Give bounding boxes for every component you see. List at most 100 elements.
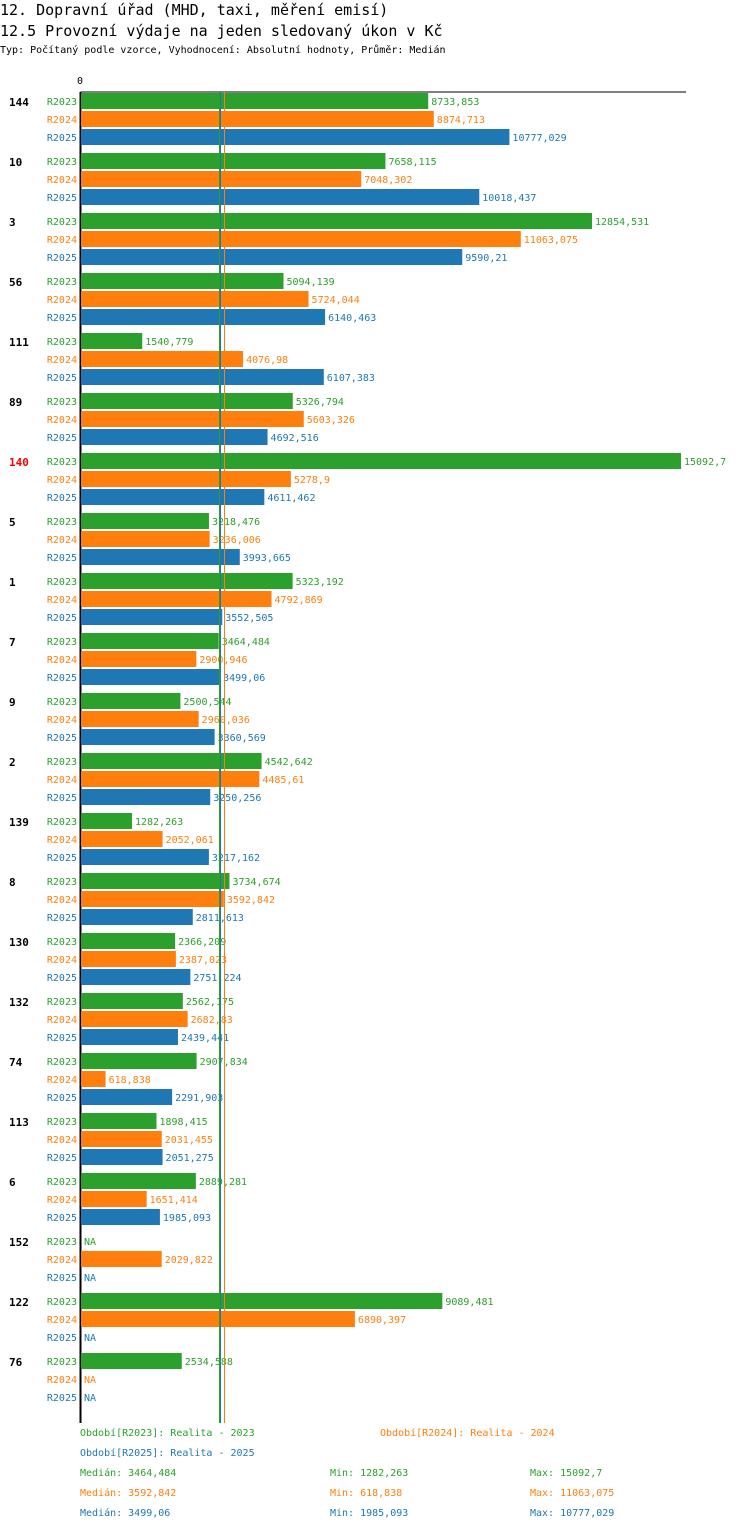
legend-r2024: Období[R2024]: Realita - 2024 xyxy=(380,1428,555,1439)
value-label: 2907,834 xyxy=(200,1057,248,1068)
bar xyxy=(81,189,480,205)
series-label: R2025 xyxy=(47,373,77,384)
value-label: 5603,326 xyxy=(307,415,355,426)
value-label: 3464,484 xyxy=(222,637,270,648)
bar xyxy=(81,873,230,889)
bar xyxy=(81,633,219,649)
series-label: R2024 xyxy=(47,535,77,546)
value-label: 3236,006 xyxy=(213,535,261,546)
series-label: R2025 xyxy=(47,613,77,624)
series-label: R2025 xyxy=(47,313,77,324)
value-label: 2029,822 xyxy=(165,1255,213,1266)
bar xyxy=(81,909,193,925)
series-label: R2023 xyxy=(47,577,77,588)
category-label: 10 xyxy=(9,156,22,169)
category-label: 6 xyxy=(9,1176,16,1189)
bar xyxy=(81,693,181,709)
stat-min-r2025: Min: 1985,093 xyxy=(330,1508,409,1519)
bar xyxy=(81,729,215,745)
x-tick-label: 0 xyxy=(77,76,83,87)
series-label: R2023 xyxy=(47,157,77,168)
stat-max-r2024: Max: 11063,075 xyxy=(530,1488,615,1499)
series-label: R2024 xyxy=(47,415,77,426)
series-label: R2024 xyxy=(47,955,77,966)
series-label: R2023 xyxy=(47,1357,77,1368)
value-label: 3360,569 xyxy=(218,733,266,744)
bar xyxy=(81,291,309,307)
value-label: 3499,06 xyxy=(223,673,265,684)
bar xyxy=(81,891,224,907)
value-label: 3592,842 xyxy=(227,895,275,906)
value-label: 7658,115 xyxy=(388,157,436,168)
value-label: 3250,256 xyxy=(213,793,261,804)
value-label: 10018,437 xyxy=(482,193,536,204)
bar xyxy=(81,471,291,487)
value-label: 1540,779 xyxy=(145,337,193,348)
bar xyxy=(81,111,434,127)
category-label: 113 xyxy=(9,1116,29,1129)
series-label: R2025 xyxy=(47,1033,77,1044)
value-label: 2562,175 xyxy=(186,997,234,1008)
na-label: NA xyxy=(84,1333,96,1344)
series-label: R2024 xyxy=(47,1375,77,1386)
series-label: R2025 xyxy=(47,733,77,744)
series-label: R2024 xyxy=(47,655,77,666)
bar xyxy=(81,531,210,547)
bar xyxy=(81,933,176,949)
na-label: NA xyxy=(84,1375,96,1386)
na-label: NA xyxy=(84,1393,96,1404)
value-label: 2960,036 xyxy=(202,715,250,726)
bar xyxy=(81,1131,162,1147)
na-label: NA xyxy=(84,1237,96,1248)
value-label: 5323,192 xyxy=(296,577,344,588)
chart-meta: Typ: Počítaný podle vzorce, Vyhodnocení:… xyxy=(0,45,446,56)
bar xyxy=(81,651,197,667)
series-label: R2024 xyxy=(47,895,77,906)
series-label: R2023 xyxy=(47,1057,77,1068)
series-label: R2023 xyxy=(47,1237,77,1248)
bar xyxy=(81,273,284,289)
stat-min-r2023: Min: 1282,263 xyxy=(330,1468,409,1479)
series-label: R2024 xyxy=(47,1315,77,1326)
bar xyxy=(81,129,510,145)
chart-subtitle: 12.5 Provozní výdaje na jeden sledovaný … xyxy=(0,22,443,40)
bar xyxy=(81,993,183,1009)
value-label: 1898,415 xyxy=(159,1117,207,1128)
category-label: 7 xyxy=(9,636,16,649)
value-label: 4792,869 xyxy=(275,595,323,606)
value-label: 4692,516 xyxy=(271,433,319,444)
category-label: 74 xyxy=(9,1056,23,1069)
bar xyxy=(81,231,521,247)
category-label: 132 xyxy=(9,996,29,1009)
bar xyxy=(81,153,386,169)
bar xyxy=(81,489,265,505)
value-label: 9089,481 xyxy=(445,1297,493,1308)
series-label: R2025 xyxy=(47,673,77,684)
bar xyxy=(81,831,163,847)
legend-r2023: Období[R2023]: Realita - 2023 xyxy=(80,1428,255,1439)
value-label: 2682,83 xyxy=(191,1015,233,1026)
bar xyxy=(81,429,268,445)
bar xyxy=(81,1053,197,1069)
value-label: 2439,441 xyxy=(181,1033,229,1044)
series-label: R2024 xyxy=(47,775,77,786)
category-label: 140 xyxy=(9,456,29,469)
category-label: 1 xyxy=(9,576,16,589)
series-label: R2024 xyxy=(47,1135,77,1146)
value-label: 9590,21 xyxy=(465,253,507,264)
series-label: R2023 xyxy=(47,517,77,528)
bar xyxy=(81,1011,188,1027)
bar xyxy=(81,1191,147,1207)
category-label: 130 xyxy=(9,936,29,949)
series-label: R2024 xyxy=(47,235,77,246)
stat-median-r2023: Medián: 3464,484 xyxy=(80,1468,177,1479)
value-label: 3552,505 xyxy=(225,613,273,624)
value-label: 4611,462 xyxy=(267,493,315,504)
series-label: R2024 xyxy=(47,295,77,306)
series-label: R2025 xyxy=(47,1093,77,1104)
series-label: R2025 xyxy=(47,253,77,264)
bar xyxy=(81,93,429,109)
bar xyxy=(81,1173,196,1189)
category-label: 3 xyxy=(9,216,16,229)
series-label: R2025 xyxy=(47,853,77,864)
